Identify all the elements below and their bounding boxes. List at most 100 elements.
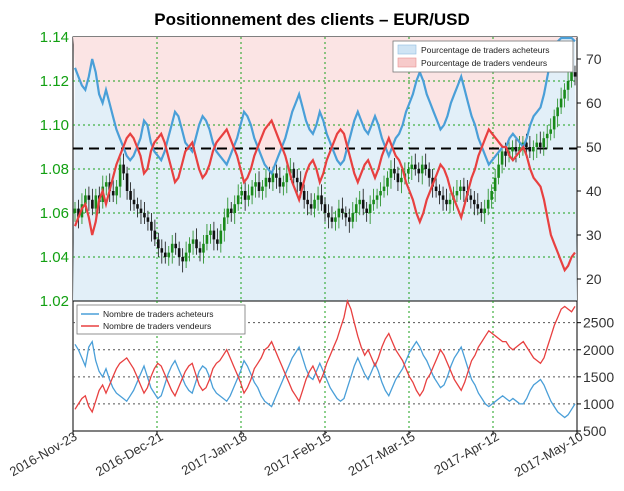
date-tick-label: 2016-Nov-23	[7, 429, 80, 480]
candle-body	[87, 195, 91, 200]
candle-body	[309, 204, 313, 209]
candle-body	[111, 191, 115, 196]
candle-body	[216, 239, 219, 244]
candle-body	[469, 195, 473, 200]
candle-body	[532, 147, 535, 152]
candle-body	[348, 217, 351, 222]
date-tick-label: 2016-Dec-21	[93, 429, 166, 480]
top-legend-box	[392, 40, 574, 73]
date-tick-label: 2017-May-10	[512, 429, 586, 480]
candle-body	[167, 252, 171, 257]
candle-body	[476, 204, 480, 209]
candle-body	[181, 257, 184, 262]
candle-body	[462, 186, 466, 191]
candle-body	[486, 199, 490, 209]
percent-tick-label: 60	[586, 95, 602, 111]
candle-body	[184, 252, 188, 262]
candle-body	[372, 199, 375, 205]
candle-body	[160, 248, 164, 253]
candle-body	[223, 217, 226, 231]
candle-body	[327, 213, 330, 218]
candle-body	[410, 164, 414, 169]
candle-body	[157, 239, 160, 249]
chart-title: Positionnement des clients – EUR/USD	[154, 10, 470, 29]
candle-body	[459, 186, 462, 191]
candle-body	[566, 81, 570, 90]
candle-body	[188, 243, 191, 253]
date-tick-label: 2017-Mar-15	[346, 429, 418, 479]
candle-body	[146, 217, 150, 222]
candle-body	[417, 169, 421, 174]
candle-body	[295, 177, 299, 183]
candle-body	[365, 208, 368, 213]
price-tick-label: 1.06	[40, 205, 69, 222]
candle-body	[525, 142, 528, 147]
date-axis: 2016-Nov-23 2016-Dec-21 2017-Jan-18 2017-Fe…	[7, 429, 586, 480]
candle-body	[177, 248, 181, 257]
candle-body	[320, 195, 323, 205]
candle-body	[448, 199, 452, 205]
date-tick-label: 2017-Jan-18	[179, 429, 250, 478]
buyer-count-line	[74, 339, 576, 419]
candle-body	[400, 177, 403, 183]
candle-body	[205, 235, 209, 244]
candle-body	[229, 208, 233, 213]
candle-body	[358, 199, 362, 205]
candle-body	[420, 164, 424, 174]
candle-body	[150, 221, 153, 231]
candle-body	[313, 199, 316, 209]
candle-body	[337, 208, 341, 218]
candle-body	[382, 186, 386, 191]
top-panel: 1.02 1.04 1.06 1.08 1.10 1.12 1.14 20 30 40 50 60 7…	[40, 29, 602, 310]
price-tick-label: 1.14	[40, 29, 69, 46]
candle-body	[438, 191, 441, 196]
candle-body	[268, 177, 271, 183]
candle-body	[282, 182, 285, 187]
candle-body	[528, 147, 532, 152]
candle-body	[202, 243, 205, 253]
candle-body	[493, 177, 497, 191]
candle-body	[445, 199, 448, 205]
candle-body	[198, 248, 202, 253]
candle-body	[413, 164, 417, 169]
price-candles	[73, 61, 577, 273]
candle-body	[393, 169, 396, 174]
candle-body	[389, 169, 393, 178]
price-tick-label: 1.12	[40, 73, 69, 90]
candle-body	[73, 208, 77, 213]
count-axis: 500 1000 1500 2000 2500	[577, 315, 614, 439]
candle-body	[271, 173, 275, 183]
candle-body	[236, 195, 240, 205]
candle-body	[368, 204, 372, 213]
buyer-fill-swatch	[397, 44, 417, 55]
candle-body	[118, 164, 122, 187]
candle-body	[354, 204, 358, 213]
candle-body	[538, 142, 542, 147]
percent-tick-label: 20	[586, 271, 602, 287]
candle-body	[407, 169, 410, 174]
candle-body	[212, 230, 216, 240]
candle-body	[570, 72, 573, 81]
candle-body	[292, 169, 296, 178]
seller-count-line	[74, 298, 576, 414]
buyer-percentage-line	[73, 36, 576, 176]
candle-body	[361, 199, 365, 209]
candle-body	[344, 213, 348, 218]
price-tick-label: 1.02	[40, 293, 69, 310]
candle-body	[153, 230, 157, 240]
candle-body	[386, 177, 389, 187]
candle-body	[94, 195, 98, 209]
candle-body	[122, 164, 125, 174]
candle-body	[132, 199, 136, 205]
count-tick-label: 1000	[583, 396, 614, 412]
percent-tick-label: 40	[586, 183, 602, 199]
date-tick-label: 2017-Apr-12	[431, 429, 501, 478]
count-tick-label: 500	[583, 423, 607, 439]
count-tick-label: 1500	[583, 369, 614, 385]
price-tick-label: 1.08	[40, 161, 69, 178]
candle-body	[441, 195, 445, 200]
candle-body	[396, 173, 400, 183]
candle-body	[490, 191, 493, 200]
candle-body	[434, 186, 438, 191]
